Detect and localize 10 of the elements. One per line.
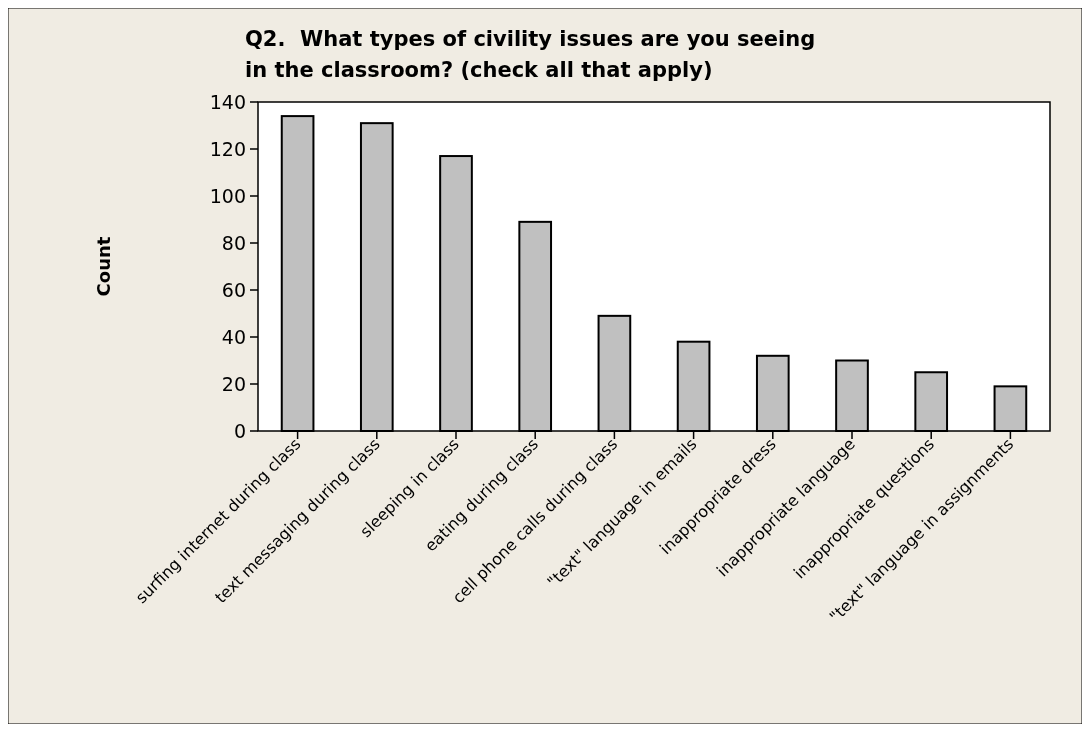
y-axis-title: Count [93,236,114,297]
y-tick-label: 0 [233,419,246,442]
y-tick-label: 40 [221,325,246,348]
y-tick-label: 60 [221,278,246,301]
y-tick-label: 80 [221,231,246,254]
y-tick-label: 140 [209,90,246,113]
y-tick-label: 20 [221,372,246,395]
y-tick-label: 120 [209,137,246,160]
chart-title: Q2. What types of civility issues are you seeing in the classroom? (check all that apply) [245,27,816,82]
y-tick-label: 100 [209,184,246,207]
